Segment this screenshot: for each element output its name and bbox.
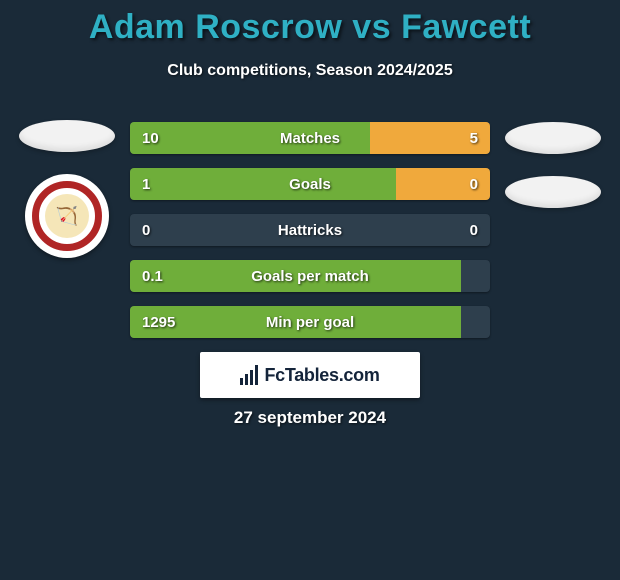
player1-bar	[130, 168, 396, 200]
subtitle: Club competitions, Season 2024/2025	[0, 62, 620, 80]
title-player2: Fawcett	[401, 8, 531, 46]
branding-text: FcTables.com	[264, 365, 379, 386]
branding-box: FcTables.com	[200, 352, 420, 398]
stats-bars: 105Matches 10Goals 0 0Hattricks 0.1Goals per…	[130, 122, 490, 338]
player2-bar	[396, 168, 490, 200]
player2-column	[498, 122, 608, 208]
player1-bar	[130, 306, 461, 338]
chart-icon	[240, 365, 258, 385]
title-player1: Adam Roscrow	[89, 8, 343, 46]
player2-bar	[370, 122, 490, 154]
player2-club-badge	[505, 176, 601, 208]
title-vs: vs	[352, 8, 391, 46]
player1-value: 0	[142, 214, 150, 246]
date-text: 27 september 2024	[0, 408, 620, 428]
stat-row: 10Goals	[130, 168, 490, 200]
player1-country-flag	[19, 120, 115, 152]
player1-club-badge: 🏹	[25, 174, 109, 258]
player1-bar	[130, 260, 461, 292]
metric-label: Hattricks	[130, 214, 490, 246]
stat-row: 105Matches	[130, 122, 490, 154]
stat-row: 0 0Hattricks	[130, 214, 490, 246]
stat-row: 1295Min per goal	[130, 306, 490, 338]
archer-icon: 🏹	[45, 194, 89, 238]
player2-value: 0	[470, 214, 478, 246]
stat-row: 0.1Goals per match	[130, 260, 490, 292]
player2-country-flag	[505, 122, 601, 154]
page-title: Adam Roscrow vs Fawcett	[0, 8, 620, 47]
club-badge-ring: 🏹	[32, 181, 102, 251]
player1-column: 🏹	[12, 120, 122, 258]
player1-bar	[130, 122, 370, 154]
